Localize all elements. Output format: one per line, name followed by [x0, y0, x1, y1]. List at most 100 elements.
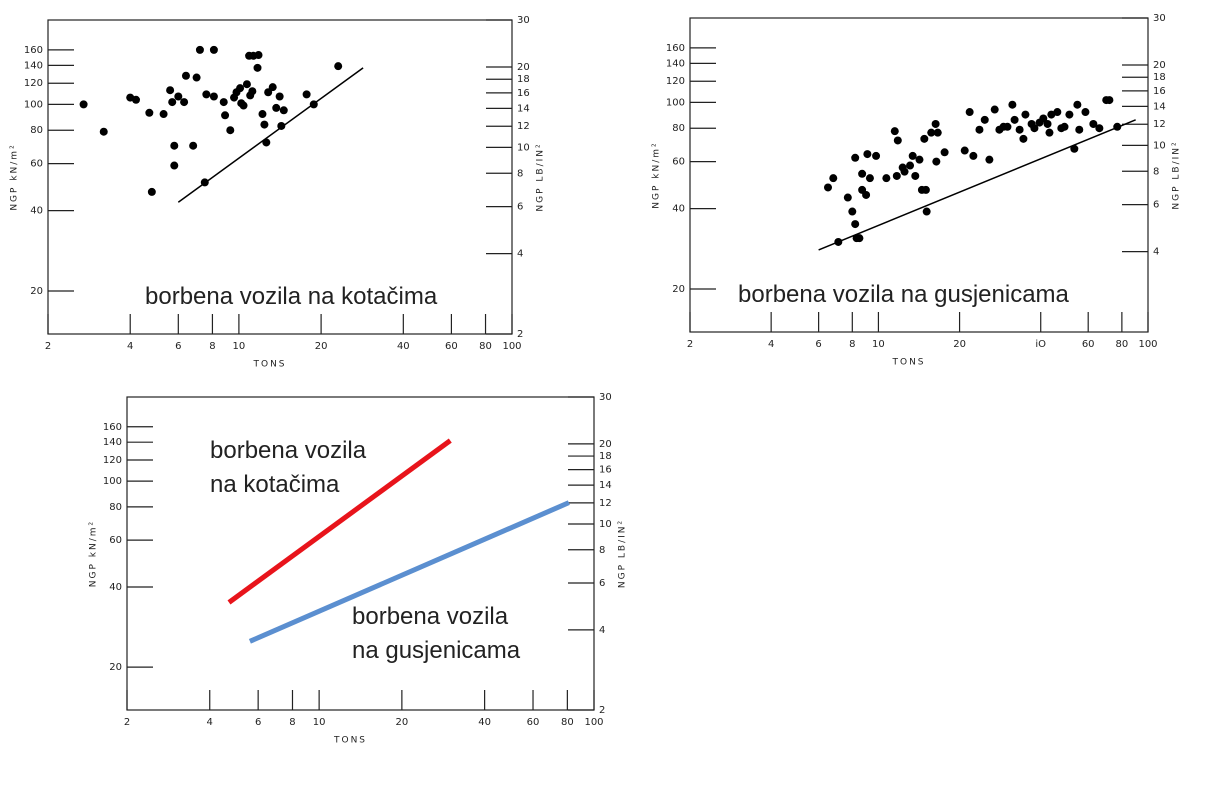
scatter-point [209, 45, 218, 54]
scatter-point [174, 92, 183, 101]
x-tick-label: 8 [209, 341, 215, 352]
y2-tick-label: 6 [517, 202, 523, 213]
y-tick-label: 20 [672, 284, 685, 295]
scatter-point [892, 171, 901, 180]
x-tick-label: 80 [561, 717, 574, 728]
scatter-point [931, 119, 940, 128]
scatter-point [990, 105, 999, 114]
scatter-point [166, 86, 175, 95]
y2-tick-label: 18 [517, 74, 530, 85]
y-tick-label: 100 [666, 97, 685, 108]
y2-tick-label: 8 [599, 545, 605, 556]
x-tick-label: 6 [815, 339, 821, 350]
x-tick-label: 10 [233, 341, 246, 352]
scatter-point [236, 84, 245, 93]
scatter-point [921, 185, 930, 194]
scatter-point [922, 207, 931, 216]
y2-tick-label: 12 [599, 498, 612, 509]
scatter-point [79, 100, 88, 109]
y2-tick-label: 6 [1153, 200, 1159, 211]
x-tick-label: 4 [768, 339, 774, 350]
x-tick-label: 20 [953, 339, 966, 350]
scatter-point [159, 110, 168, 119]
scatter-point [264, 88, 273, 97]
series-line [227, 438, 452, 605]
scatter-point [1021, 110, 1030, 119]
y2-axis-title: NGP LB/IN² [618, 519, 628, 588]
y2-tick-label: 30 [517, 15, 530, 26]
y-tick-label: 20 [109, 662, 122, 673]
scatter-point [1043, 119, 1052, 128]
scatter-point [202, 90, 211, 99]
scatter-point [915, 155, 924, 164]
x-tick-label: 6 [175, 341, 181, 352]
y-tick-label: 140 [666, 58, 685, 69]
trend-line [818, 119, 1136, 251]
y2-tick-label: 4 [599, 625, 605, 636]
y-tick-label: 80 [30, 125, 43, 136]
scatter-point [1089, 119, 1098, 128]
x-axis-title: TONS [891, 358, 925, 368]
y-tick-label: 60 [30, 159, 43, 170]
y2-tick-label: 10 [599, 519, 612, 530]
annotation: na kotačima [210, 471, 340, 498]
scatter-point [933, 128, 942, 137]
y-tick-label: 40 [109, 582, 122, 593]
scatter-point [1105, 96, 1114, 105]
y-tick-label: 60 [109, 535, 122, 546]
x-tick-label: 100 [1138, 339, 1157, 350]
y-tick-label: 80 [109, 502, 122, 513]
y2-tick-label: 10 [1153, 140, 1166, 151]
annotation: borbena vozila na kotačima [145, 283, 438, 310]
y2-tick-label: 12 [1153, 119, 1166, 130]
x-tick-label: 6 [255, 717, 261, 728]
plot-frame [126, 396, 595, 711]
scatter-point [927, 128, 936, 137]
scatter-point [1030, 124, 1039, 133]
y2-tick-label: 10 [517, 142, 530, 153]
scatter-point [1065, 110, 1074, 119]
scatter-point [893, 136, 902, 145]
x-tick-label: 10 [313, 717, 326, 728]
annotation: borbena vozila [352, 603, 509, 630]
scatter-point [1019, 134, 1028, 143]
scatter-point [253, 63, 262, 72]
y-tick-label: 160 [103, 422, 122, 433]
scatter-point [851, 220, 860, 229]
scatter-point [900, 167, 909, 176]
scatter-point [1081, 108, 1090, 117]
y2-tick-label: 16 [599, 465, 612, 476]
scatter-point [855, 234, 864, 243]
scatter-point [132, 95, 141, 104]
y2-tick-label: 30 [1153, 13, 1166, 24]
y-tick-label: 160 [24, 45, 43, 56]
y2-tick-label: 8 [1153, 166, 1159, 177]
scatter-point [975, 125, 984, 134]
scatter-point [1039, 114, 1048, 123]
scatter-point [242, 80, 251, 89]
annotation: borbena vozila [210, 437, 367, 464]
y2-tick-label: 14 [517, 103, 530, 114]
scatter-point [189, 141, 198, 150]
scatter-point [843, 193, 852, 202]
scatter-point [980, 115, 989, 124]
scatter-point [985, 155, 994, 164]
scatter-point [829, 174, 838, 183]
plot-frame [689, 17, 1149, 333]
y2-tick-label: 16 [517, 88, 530, 99]
scatter-point [851, 153, 860, 162]
scatter-point [960, 146, 969, 155]
scatter-point [195, 45, 204, 54]
y-tick-label: 40 [672, 204, 685, 215]
scatter-point [940, 148, 949, 157]
scatter-point [932, 157, 941, 166]
annotation: borbena vozila na gusjenicama [738, 281, 1070, 308]
scatter-point [180, 98, 189, 107]
x-tick-label: 10 [872, 339, 885, 350]
scatter-point [848, 207, 857, 216]
y-tick-label: 40 [30, 206, 43, 217]
scatter-point [279, 106, 288, 115]
series-line [248, 500, 570, 644]
scatter-point [268, 83, 277, 92]
x-tick-label: 80 [1116, 339, 1129, 350]
